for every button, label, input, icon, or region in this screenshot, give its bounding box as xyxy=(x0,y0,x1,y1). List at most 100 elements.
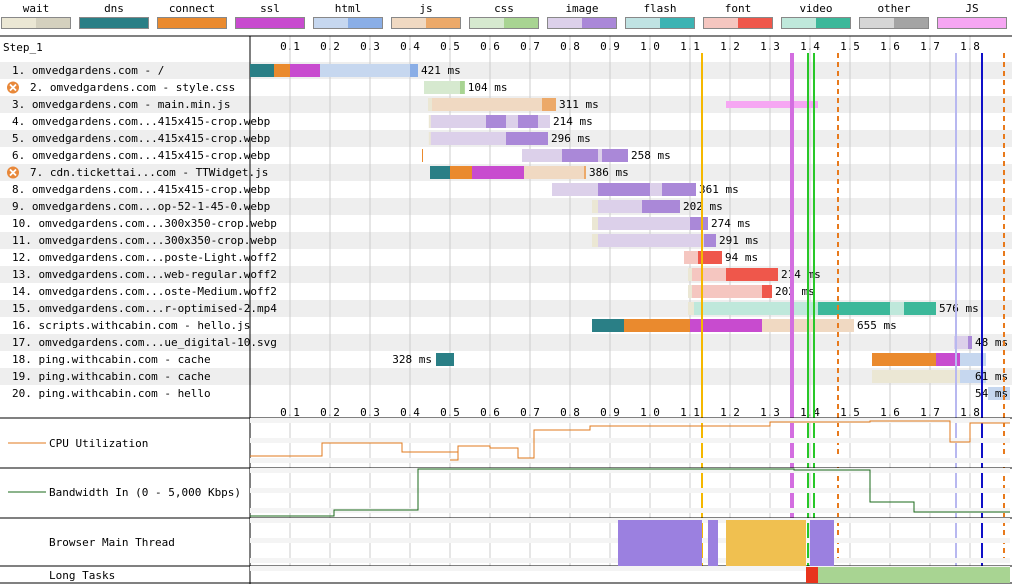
request-bar-segment xyxy=(472,166,524,179)
request-bar-segment xyxy=(320,64,418,77)
legend-swatch xyxy=(703,17,773,29)
row-background xyxy=(0,385,1012,402)
legend-swatch xyxy=(469,17,539,29)
legend-item-font: font xyxy=(703,0,773,32)
legend-item-flash: flash xyxy=(625,0,695,32)
request-bar-segment xyxy=(662,183,696,196)
request-label: 14. omvedgardens.com...oste-Medium.woff2 xyxy=(12,285,277,298)
request-bar-segment xyxy=(818,302,890,315)
request-row: 16. scripts.withcabin.com - hello.js 655 … xyxy=(12,319,897,332)
request-time-label: 291 ms xyxy=(719,234,759,247)
panel-stripe xyxy=(250,458,1010,463)
long-tasks-label: Long Tasks xyxy=(49,569,115,582)
request-bar-segment xyxy=(518,115,538,128)
request-bar-segment xyxy=(428,132,431,145)
request-bar-segment xyxy=(960,353,986,366)
main-thread-activity xyxy=(810,520,834,566)
request-bar-segment xyxy=(592,234,598,247)
legend-swatch xyxy=(235,17,305,29)
legend-swatch xyxy=(547,17,617,29)
request-time-label: 421 ms xyxy=(421,64,461,77)
request-bar-segment xyxy=(890,302,904,315)
legend-swatch xyxy=(313,17,383,29)
request-row: 4. omvedgardens.com...415x415-crop.webp 2… xyxy=(12,115,593,128)
request-row: 9. omvedgardens.com...op-52-1-45-0.webp 2… xyxy=(12,200,723,213)
request-bar-segment xyxy=(688,302,694,315)
request-time-label: 104 ms xyxy=(468,81,508,94)
request-row: 18. ping.withcabin.com - cache 328 ms xyxy=(12,353,986,366)
main-thread-activity xyxy=(708,520,718,566)
request-time-label: 328 ms xyxy=(392,353,432,366)
request-time-label: 386 ms xyxy=(589,166,629,179)
request-time-label: 274 ms xyxy=(711,217,751,230)
main-thread-activity xyxy=(726,520,806,566)
request-bar-segment xyxy=(450,166,472,179)
request-bar-segment xyxy=(698,251,722,264)
request-bar-segment xyxy=(506,132,548,145)
request-label: 10. omvedgardens.com...300x350-crop.webp xyxy=(12,217,277,230)
legend-item-css: css xyxy=(469,0,539,32)
row-background xyxy=(0,232,1012,249)
panel-stripe xyxy=(250,468,1010,473)
request-bar-segment xyxy=(598,217,708,230)
row-background xyxy=(0,334,1012,351)
panel-stripe xyxy=(250,438,1010,443)
legend-label: video xyxy=(799,2,833,15)
panel-stripe xyxy=(250,508,1010,513)
request-time-label: 655 ms xyxy=(857,319,897,332)
request-label: 6. omvedgardens.com...415x415-crop.webp xyxy=(12,149,270,162)
request-time-label: 576 ms xyxy=(939,302,979,315)
request-row: 1. omvedgardens.com - / 421 ms xyxy=(12,64,461,77)
request-row: 7. cdn.tickettai...com - TTWidget.js 386 … xyxy=(7,166,629,179)
request-bar-segment xyxy=(592,217,598,230)
legend: wait dns connect ssl html js css image flash font… xyxy=(0,0,1012,32)
request-row: 3. omvedgardens.com - main.min.js 311 ms xyxy=(12,98,818,111)
request-row: 8. omvedgardens.com...415x415-crop.webp 3… xyxy=(12,183,739,196)
request-bar-segment xyxy=(524,166,586,179)
request-bar-segment xyxy=(584,166,586,179)
request-bar-segment xyxy=(762,285,772,298)
request-bar-segment xyxy=(968,336,972,349)
cpu-line xyxy=(250,420,1010,461)
bandwidth-line xyxy=(250,468,1010,517)
legend-swatch xyxy=(781,17,851,29)
request-row: 14. omvedgardens.com...oste-Medium.woff2… xyxy=(12,285,815,298)
request-row: 2. omvedgardens.com - style.css 104 ms xyxy=(7,81,508,94)
request-time-label: 258 ms xyxy=(631,149,671,162)
request-bar-segment xyxy=(422,149,423,162)
request-bar-segment xyxy=(592,200,598,213)
request-bar-segment xyxy=(872,370,960,383)
request-label: 5. omvedgardens.com...415x415-crop.webp xyxy=(12,132,270,145)
request-time-label: 202 ms xyxy=(775,285,815,298)
main-thread-label: Browser Main Thread xyxy=(49,536,175,549)
request-label: 7. cdn.tickettai...com - TTWidget.js xyxy=(30,166,268,179)
legend-item-js: js xyxy=(391,0,461,32)
request-label: 2. omvedgardens.com - style.css xyxy=(30,81,235,94)
legend-label: font xyxy=(724,2,752,15)
request-bar-segment xyxy=(960,370,986,383)
request-label: 13. omvedgardens.com...web-regular.woff2 xyxy=(12,268,277,281)
request-bar-segment xyxy=(428,115,431,128)
legend-swatch xyxy=(157,17,227,29)
request-label: 12. omvedgardens.com...poste-Light.woff2 xyxy=(12,251,277,264)
warning-icon-cross xyxy=(9,83,17,92)
request-row: 12. omvedgardens.com...poste-Light.woff2… xyxy=(12,251,758,264)
legend-item-image: image xyxy=(547,0,617,32)
request-bar-segment xyxy=(598,183,650,196)
legend-swatch xyxy=(937,17,1007,29)
cpu-label: CPU Utilization xyxy=(49,437,148,450)
legend-label: connect xyxy=(168,2,216,15)
legend-swatch xyxy=(79,17,149,29)
request-row: 19. ping.withcabin.com - cache 61 ms xyxy=(12,370,1008,383)
legend-label: other xyxy=(877,2,911,15)
request-bar-segment xyxy=(688,285,692,298)
row-background xyxy=(0,147,1012,164)
request-bar-segment xyxy=(954,336,972,349)
request-label: 9. omvedgardens.com...op-52-1-45-0.webp xyxy=(12,200,270,213)
row-background xyxy=(0,368,1012,385)
request-label: 16. scripts.withcabin.com - hello.js xyxy=(12,319,250,332)
panel-stripe xyxy=(250,566,1010,571)
request-bar-segment xyxy=(688,268,692,281)
request-bar-segment xyxy=(726,268,778,281)
